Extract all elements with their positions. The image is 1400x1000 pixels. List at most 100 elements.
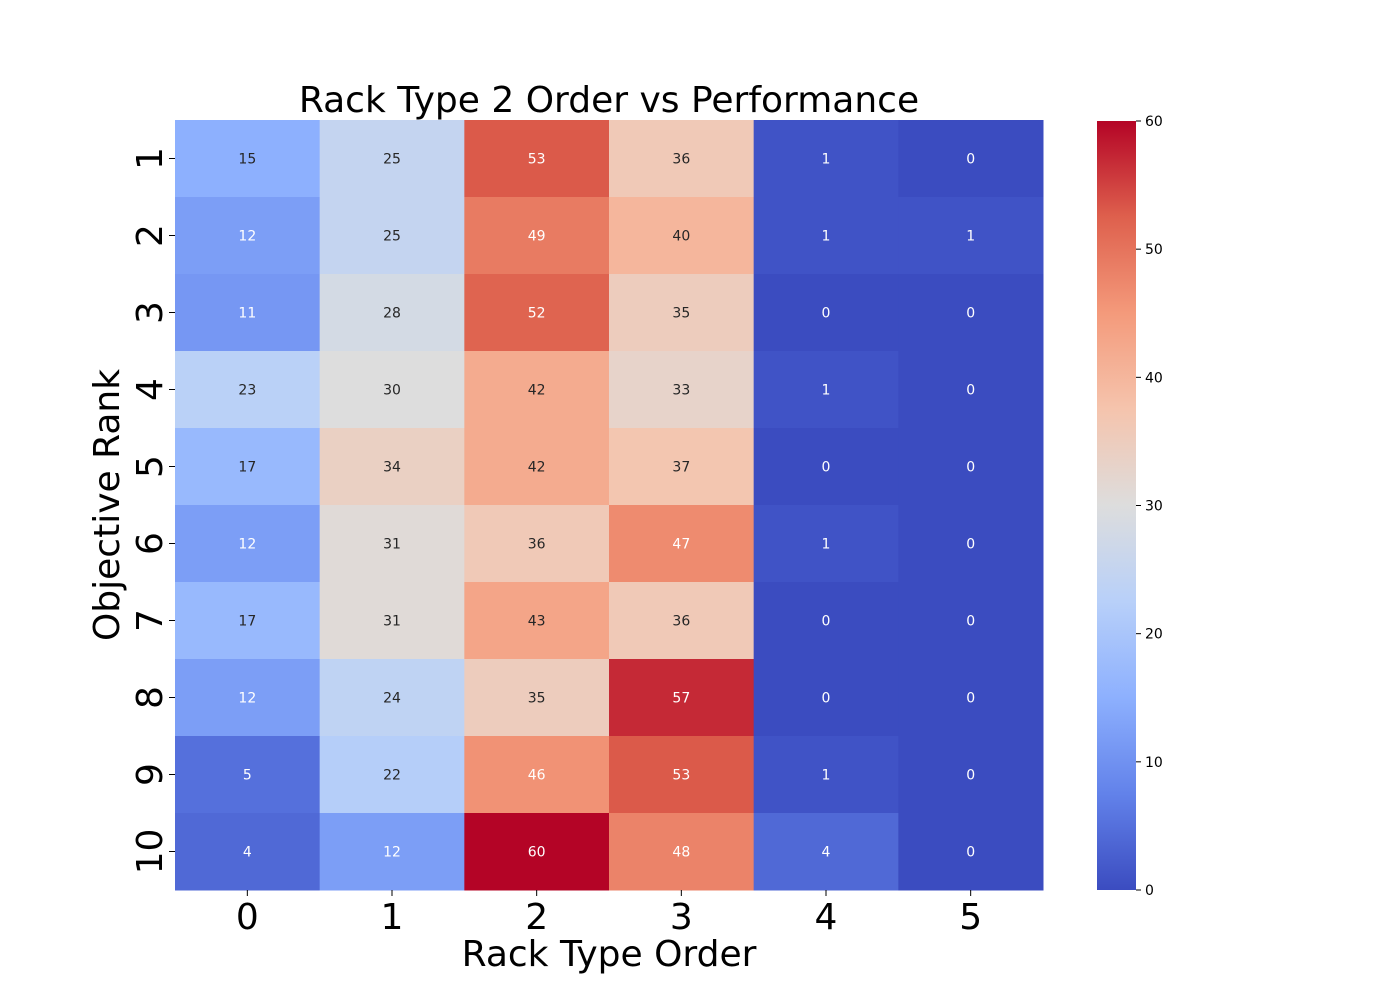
x-tick-label: 0 (236, 897, 259, 938)
cell-value-label: 31 (383, 537, 401, 553)
cell-value-label: 0 (966, 768, 975, 784)
cell-value-label: 31 (383, 614, 401, 630)
heatmap-cell (175, 120, 321, 198)
heatmap-cell-labels: 15 25 53 36 1 012 25 49 40 1 111 28 52 35 0 023 30 42 33 1 0… (238, 152, 975, 861)
heatmap-cell (898, 428, 1044, 506)
heatmap-cell (464, 736, 610, 814)
y-tick-label: 7 (130, 609, 171, 632)
heatmap-cell (464, 813, 610, 891)
cell-value-label: 0 (822, 306, 831, 322)
heatmap-cell (753, 351, 899, 429)
cell-value-label: 40 (672, 229, 690, 245)
heatmap-cell (753, 197, 899, 275)
heatmap-cell (898, 120, 1044, 198)
colorbar (1097, 121, 1136, 890)
heatmap-cell (609, 428, 755, 506)
heatmap-cell (319, 736, 465, 814)
cell-value-label: 48 (672, 845, 690, 861)
heatmap-cell (609, 197, 755, 275)
heatmap-cell (753, 813, 899, 891)
cell-value-label: 33 (672, 383, 690, 399)
colorbar-tick-label: 40 (1145, 370, 1163, 386)
cell-value-label: 1 (822, 383, 831, 399)
y-tick-label: 1 (130, 147, 171, 170)
heatmap-cell (464, 428, 610, 506)
heatmap-cell (753, 505, 899, 583)
cell-value-label: 0 (966, 152, 975, 168)
cell-value-label: 0 (966, 383, 975, 399)
heatmap-cell (175, 428, 321, 506)
cell-value-label: 15 (238, 152, 256, 168)
cell-value-label: 37 (672, 460, 690, 476)
heatmap-cell (464, 197, 610, 275)
heatmap-cell (175, 274, 321, 352)
cell-value-label: 30 (383, 383, 401, 399)
heatmap-cell (464, 582, 610, 660)
cell-value-label: 36 (528, 537, 546, 553)
colorbar-tick-label: 50 (1145, 242, 1163, 258)
heatmap-cell (609, 351, 755, 429)
heatmap-cell (898, 505, 1044, 583)
x-tick-label: 3 (670, 897, 693, 938)
heatmap-cell (464, 274, 610, 352)
y-axis-ticks: 1 2 3 4 5 6 7 8 9 10 (130, 147, 175, 874)
heatmap-cell (464, 505, 610, 583)
heatmap-cell (319, 505, 465, 583)
heatmap-cell (319, 274, 465, 352)
y-tick-label: 4 (130, 378, 171, 401)
heatmap-cell (609, 813, 755, 891)
heatmap-cell (898, 736, 1044, 814)
cell-value-label: 1 (822, 152, 831, 168)
colorbar-tick-label: 0 (1145, 883, 1154, 899)
heatmap-cell (609, 120, 755, 198)
heatmap-cell (319, 120, 465, 198)
cell-value-label: 35 (672, 306, 690, 322)
heatmap-cell (898, 351, 1044, 429)
heatmap-cell (898, 659, 1044, 737)
heatmap-cell (753, 582, 899, 660)
y-axis-label: Objective Rank (87, 369, 128, 641)
cell-value-label: 4 (822, 845, 831, 861)
heatmap-cell (464, 351, 610, 429)
colorbar-tick-label: 60 (1145, 114, 1163, 130)
colorbar-gradient (1097, 121, 1136, 890)
cell-value-label: 1 (822, 229, 831, 245)
cell-value-label: 0 (966, 306, 975, 322)
colorbar-tick-label: 30 (1145, 499, 1163, 515)
cell-value-label: 52 (528, 306, 546, 322)
cell-value-label: 25 (383, 152, 401, 168)
y-tick-label: 10 (130, 829, 171, 875)
heatmap-cell (898, 197, 1044, 275)
heatmap-cell (175, 736, 321, 814)
heatmap-cell (609, 274, 755, 352)
cell-value-label: 5 (243, 768, 252, 784)
x-tick-label: 4 (815, 897, 838, 938)
cell-value-label: 35 (528, 691, 546, 707)
cell-value-label: 12 (238, 229, 256, 245)
heatmap-cell (609, 582, 755, 660)
heatmap-cell (898, 274, 1044, 352)
heatmap-cell (175, 505, 321, 583)
cell-value-label: 12 (238, 691, 256, 707)
cell-value-label: 0 (822, 460, 831, 476)
y-tick-label: 8 (130, 686, 171, 709)
cell-value-label: 46 (528, 768, 546, 784)
y-tick-label: 3 (130, 301, 171, 324)
heatmap-cell (753, 428, 899, 506)
y-tick-label: 5 (130, 455, 171, 478)
cell-value-label: 11 (238, 306, 256, 322)
cell-value-label: 22 (383, 768, 401, 784)
cell-value-label: 0 (822, 614, 831, 630)
cell-value-label: 53 (528, 152, 546, 168)
colorbar-tick-label: 20 (1145, 627, 1163, 643)
cell-value-label: 53 (672, 768, 690, 784)
colorbar-ticks: 0 10 20 30 40 50 60 (1136, 114, 1163, 899)
x-tick-label: 2 (525, 897, 548, 938)
cell-value-label: 0 (966, 691, 975, 707)
cell-value-label: 17 (238, 460, 256, 476)
cell-value-label: 60 (528, 845, 546, 861)
cell-value-label: 42 (528, 460, 546, 476)
cell-value-label: 0 (822, 691, 831, 707)
heatmap-cell (319, 428, 465, 506)
